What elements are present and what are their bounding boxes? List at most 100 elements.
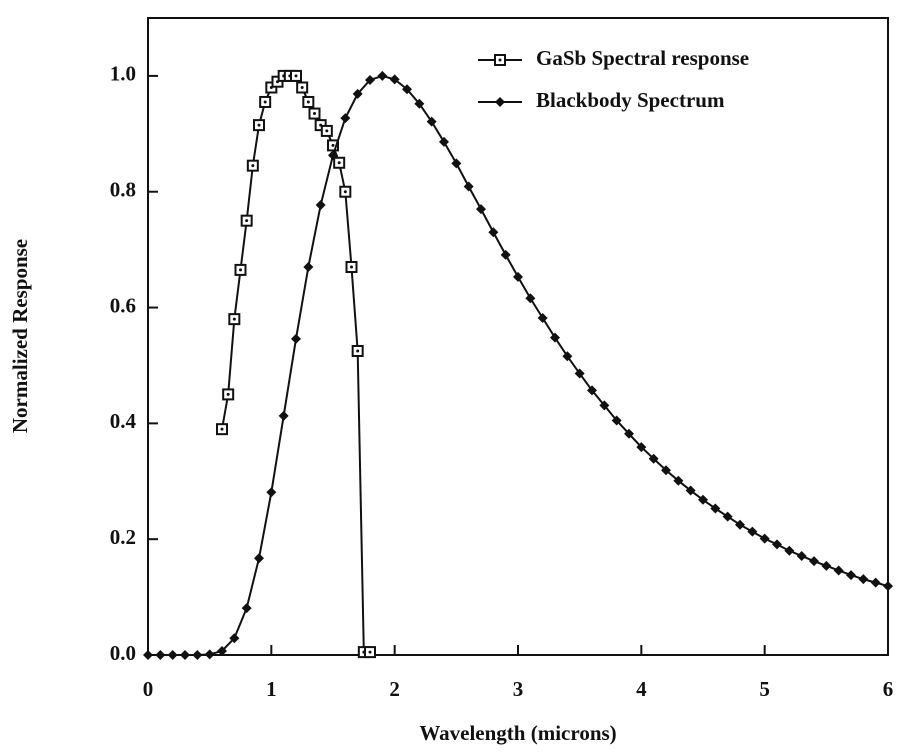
data-point bbox=[254, 553, 264, 564]
x-tick-label: 4 bbox=[636, 677, 647, 701]
data-point bbox=[611, 415, 622, 426]
data-point bbox=[290, 69, 302, 82]
data-point bbox=[685, 485, 696, 496]
data-point bbox=[241, 603, 252, 614]
data-point bbox=[673, 475, 684, 486]
data-point bbox=[333, 156, 346, 169]
y-tick-label: 1.0 bbox=[110, 62, 136, 86]
data-point bbox=[574, 368, 585, 379]
data-point bbox=[246, 159, 259, 172]
x-tick-label: 5 bbox=[759, 677, 770, 701]
data-point bbox=[513, 271, 523, 282]
data-point bbox=[796, 550, 807, 561]
data-point bbox=[833, 565, 844, 576]
data-point bbox=[143, 650, 153, 660]
data-point bbox=[648, 453, 659, 464]
data-point bbox=[414, 98, 425, 109]
legend-label: GaSb Spectral response bbox=[536, 46, 749, 70]
data-point bbox=[229, 633, 240, 644]
data-point bbox=[291, 333, 301, 344]
data-point bbox=[278, 410, 289, 421]
x-tick-label: 6 bbox=[883, 677, 894, 701]
y-axis-label: Normalized Response bbox=[8, 239, 32, 433]
data-point bbox=[204, 649, 215, 660]
data-point bbox=[240, 214, 253, 227]
data-point bbox=[624, 428, 634, 439]
data-point bbox=[821, 560, 832, 571]
data-point bbox=[846, 570, 856, 581]
data-point bbox=[858, 574, 869, 585]
data-point bbox=[784, 545, 795, 556]
data-point bbox=[259, 95, 272, 108]
legend-marker bbox=[495, 97, 505, 107]
data-point bbox=[587, 385, 597, 396]
x-tick-label: 3 bbox=[513, 677, 524, 701]
data-point bbox=[377, 70, 388, 81]
data-point bbox=[772, 539, 782, 550]
data-point bbox=[710, 503, 721, 514]
y-tick-label: 0.8 bbox=[110, 178, 136, 202]
y-tick-label: 0.4 bbox=[110, 409, 137, 433]
data-point bbox=[500, 249, 511, 260]
data-point bbox=[192, 650, 203, 660]
data-point bbox=[463, 181, 474, 192]
legend-label: Blackbody Spectrum bbox=[536, 88, 725, 112]
y-tick-label: 0.0 bbox=[110, 641, 136, 665]
data-point bbox=[222, 388, 235, 401]
data-point bbox=[439, 136, 449, 147]
data-point bbox=[550, 332, 560, 343]
y-tick-label: 0.2 bbox=[110, 525, 136, 549]
data-point bbox=[217, 645, 227, 656]
data-point bbox=[537, 312, 548, 323]
series-line bbox=[221, 74, 370, 654]
series-line bbox=[148, 74, 889, 656]
data-point bbox=[883, 581, 893, 592]
data-point bbox=[809, 556, 819, 567]
data-point bbox=[303, 262, 314, 273]
data-point bbox=[389, 74, 400, 85]
data-point bbox=[339, 185, 352, 198]
data-point bbox=[636, 442, 647, 453]
data-point bbox=[488, 227, 499, 238]
data-point bbox=[308, 107, 321, 120]
data-point bbox=[352, 88, 363, 99]
data-point bbox=[234, 263, 247, 276]
data-point bbox=[266, 487, 277, 498]
data-point bbox=[735, 519, 745, 530]
x-tick-label: 0 bbox=[143, 677, 154, 701]
data-point bbox=[562, 351, 573, 362]
data-point bbox=[315, 200, 326, 211]
data-point bbox=[351, 344, 364, 357]
data-point bbox=[340, 113, 351, 124]
data-point bbox=[759, 533, 770, 544]
data-point bbox=[599, 400, 610, 411]
data-point bbox=[661, 465, 671, 476]
data-point bbox=[167, 650, 178, 660]
data-point bbox=[698, 494, 708, 505]
data-point bbox=[476, 204, 486, 215]
data-point bbox=[451, 158, 462, 169]
data-point bbox=[402, 84, 412, 95]
data-point bbox=[364, 646, 376, 659]
data-point bbox=[228, 313, 241, 326]
x-tick-label: 2 bbox=[389, 677, 400, 701]
data-point bbox=[216, 423, 228, 436]
data-point bbox=[345, 261, 358, 274]
data-point bbox=[155, 650, 166, 660]
data-point bbox=[296, 81, 309, 94]
data-point bbox=[722, 511, 733, 522]
y-tick-label: 0.6 bbox=[110, 293, 136, 317]
data-point bbox=[328, 150, 338, 161]
data-point bbox=[747, 526, 758, 537]
data-point bbox=[426, 116, 437, 127]
data-point bbox=[253, 119, 265, 132]
data-point bbox=[302, 95, 315, 108]
data-point bbox=[525, 293, 536, 304]
x-tick-label: 1 bbox=[266, 677, 277, 701]
legend-marker bbox=[494, 54, 506, 66]
data-point bbox=[365, 74, 375, 85]
data-point bbox=[320, 124, 333, 137]
x-axis-label: Wavelength (microns) bbox=[419, 721, 616, 745]
data-point bbox=[870, 577, 881, 588]
